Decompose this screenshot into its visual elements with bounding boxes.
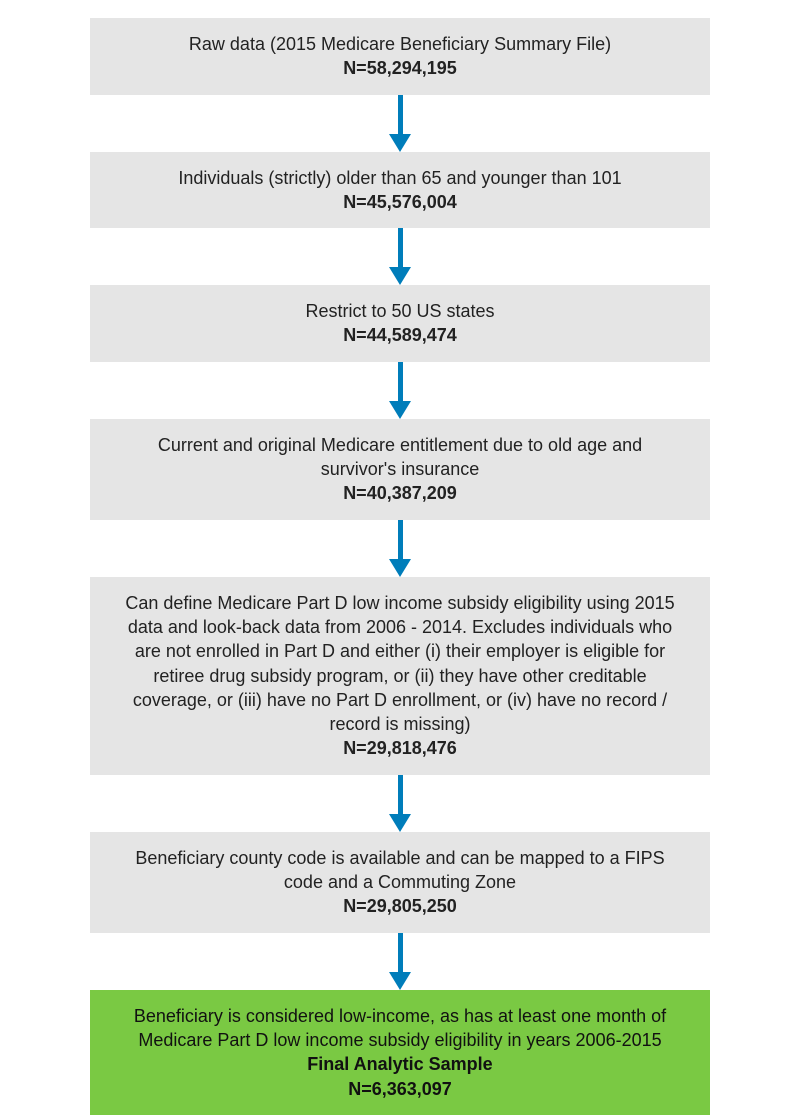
step-desc: Restrict to 50 US states xyxy=(118,299,682,323)
arrow-head xyxy=(389,972,411,990)
step-n: N=6,363,097 xyxy=(118,1077,682,1101)
step-desc: Beneficiary county code is available and… xyxy=(118,846,682,895)
arrow-head xyxy=(389,559,411,577)
step-box-6: Beneficiary county code is available and… xyxy=(90,832,710,933)
step-n: N=29,805,250 xyxy=(118,894,682,918)
arrow-head xyxy=(389,814,411,832)
step-n: N=40,387,209 xyxy=(118,481,682,505)
step-desc: Current and original Medicare entitlemen… xyxy=(118,433,682,482)
step-n: N=29,818,476 xyxy=(118,736,682,760)
step-box-1: Raw data (2015 Medicare Beneficiary Summ… xyxy=(90,18,710,95)
arrow-shaft xyxy=(398,228,403,268)
arrow-shaft xyxy=(398,775,403,815)
arrow-shaft xyxy=(398,362,403,402)
final-sample-label: Final Analytic Sample xyxy=(118,1052,682,1076)
step-desc: Can define Medicare Part D low income su… xyxy=(118,591,682,737)
arrow-icon xyxy=(389,228,411,285)
arrow-icon xyxy=(389,95,411,152)
step-box-3: Restrict to 50 US states N=44,589,474 xyxy=(90,285,710,362)
arrow-icon xyxy=(389,520,411,577)
step-n: N=44,589,474 xyxy=(118,323,682,347)
arrow-icon xyxy=(389,933,411,990)
arrow-shaft xyxy=(398,520,403,560)
arrow-shaft xyxy=(398,95,403,135)
step-box-2: Individuals (strictly) older than 65 and… xyxy=(90,152,710,229)
step-desc: Individuals (strictly) older than 65 and… xyxy=(118,166,682,190)
step-desc: Beneficiary is considered low-income, as… xyxy=(118,1004,682,1053)
arrow-shaft xyxy=(398,933,403,973)
step-n: N=58,294,195 xyxy=(118,56,682,80)
step-n: N=45,576,004 xyxy=(118,190,682,214)
step-box-5: Can define Medicare Part D low income su… xyxy=(90,577,710,775)
arrow-icon xyxy=(389,775,411,832)
arrow-head xyxy=(389,134,411,152)
flowchart-canvas: Raw data (2015 Medicare Beneficiary Summ… xyxy=(0,0,800,1016)
step-desc: Raw data (2015 Medicare Beneficiary Summ… xyxy=(118,32,682,56)
step-box-4: Current and original Medicare entitlemen… xyxy=(90,419,710,520)
arrow-head xyxy=(389,267,411,285)
arrow-icon xyxy=(389,362,411,419)
step-box-final: Beneficiary is considered low-income, as… xyxy=(90,990,710,1115)
arrow-head xyxy=(389,401,411,419)
